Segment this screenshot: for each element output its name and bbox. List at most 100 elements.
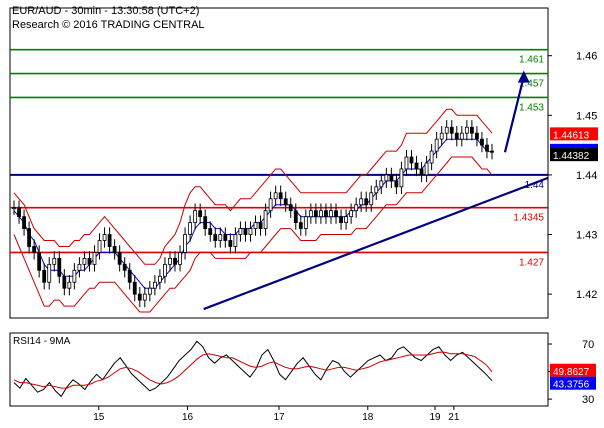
candle-body [102, 234, 107, 241]
candle-body [339, 216, 343, 224]
candle-body [213, 234, 218, 241]
candle-body [193, 210, 198, 224]
candle-body [223, 234, 228, 241]
price-tag-label: 1.44613 [553, 130, 590, 141]
candle-body [132, 281, 137, 295]
rsi-value-tag [550, 376, 596, 390]
candle-body [364, 198, 369, 206]
bollinger-upper-line [13, 108, 493, 265]
candle-body [419, 168, 424, 176]
level-label: 1.44 [525, 180, 545, 191]
level-label: 1.427 [519, 257, 544, 268]
rsi-value-tag [550, 363, 596, 377]
candle-body [480, 138, 484, 146]
price-tag-label: 1.44382 [553, 151, 590, 162]
candle-body [439, 132, 444, 140]
candle-body [92, 252, 97, 265]
x-tick-label: 21 [448, 412, 460, 423]
candle-body [17, 207, 21, 218]
x-tick-label: 15 [93, 412, 105, 423]
price-tick-label: 1.42 [576, 289, 597, 301]
rsi-title: RSI14 - 9MA [13, 336, 71, 347]
candle-body [394, 180, 399, 188]
candle-body [67, 281, 72, 289]
candle-body [107, 234, 112, 247]
candle-body [319, 210, 323, 218]
rsi-signal-line [13, 351, 493, 389]
candle-body [62, 275, 67, 289]
rsi-value-label: 49.8627 [553, 367, 590, 378]
candle-body [208, 228, 213, 235]
candle-body [112, 246, 117, 253]
x-tick-label: 19 [429, 412, 441, 423]
candle-body [354, 204, 359, 212]
candle-body [137, 293, 142, 301]
candle-body [359, 198, 364, 206]
candle-body [233, 234, 238, 247]
candle-body [389, 174, 394, 182]
candle-body [334, 210, 338, 218]
projection-arrow-head [517, 70, 530, 83]
candle-body [72, 269, 77, 283]
price-axis: 1.42 1.43 1.44 1.45 1.46 [548, 51, 597, 301]
candle-body [409, 156, 414, 164]
x-axis: 15 16 17 18 19 21 [93, 406, 460, 423]
rsi-line [13, 340, 493, 398]
candle-body [127, 269, 132, 283]
candle-body [469, 126, 474, 134]
candle-body [87, 257, 92, 265]
candle-body [263, 210, 268, 229]
candle-body [278, 192, 283, 200]
candle-body [152, 281, 157, 289]
candle-body [434, 138, 439, 152]
price-tick-label: 1.45 [576, 110, 597, 122]
price-overlays [13, 108, 493, 313]
candle-body [384, 174, 389, 182]
candle-body [52, 257, 57, 265]
price-grid [9, 7, 549, 319]
x-tick-label: 16 [182, 412, 194, 423]
candle-body [464, 126, 469, 134]
price-levels: 1.461 1.457 1.453 1.44 1.4345 1.427 [10, 48, 548, 268]
candle-body [344, 216, 348, 224]
price-tag [550, 148, 598, 162]
candle-body [444, 126, 449, 134]
candle-body [308, 210, 313, 218]
candle-body [117, 252, 122, 265]
candle-body [32, 246, 37, 253]
candle-body [168, 257, 172, 265]
candle-body [158, 275, 162, 283]
price-tag [550, 127, 598, 141]
candle-body [324, 210, 328, 218]
candle-body [203, 216, 208, 229]
moving-average-line [13, 138, 493, 289]
trendline [203, 176, 549, 311]
candle-body [298, 222, 303, 229]
candle-body [303, 216, 308, 229]
rsi-tick-label: 70 [582, 339, 594, 351]
candle-body [288, 204, 293, 212]
candle-body [173, 257, 177, 265]
candle-body [369, 192, 374, 206]
price-tick-label: 1.46 [576, 51, 597, 63]
price-panel-frame [9, 7, 549, 319]
price-tick-label: 1.44 [576, 170, 597, 182]
candle-body [485, 144, 489, 152]
candle-body [253, 222, 258, 229]
candle-body [349, 210, 354, 218]
rsi-tick-label: 30 [582, 394, 594, 406]
level-label: 1.457 [519, 79, 544, 90]
projection-arrow-line [503, 76, 525, 153]
candle-body [77, 263, 82, 271]
price-tick-label: 1.43 [576, 230, 597, 242]
candle-body [218, 234, 223, 241]
candle-body [178, 252, 182, 265]
candle-body [454, 132, 459, 140]
candle-body [12, 207, 16, 210]
candle-body [228, 240, 233, 247]
copyright-text: Research © 2016 TRADING CENTRAL [12, 19, 205, 31]
candle-body [475, 132, 479, 140]
